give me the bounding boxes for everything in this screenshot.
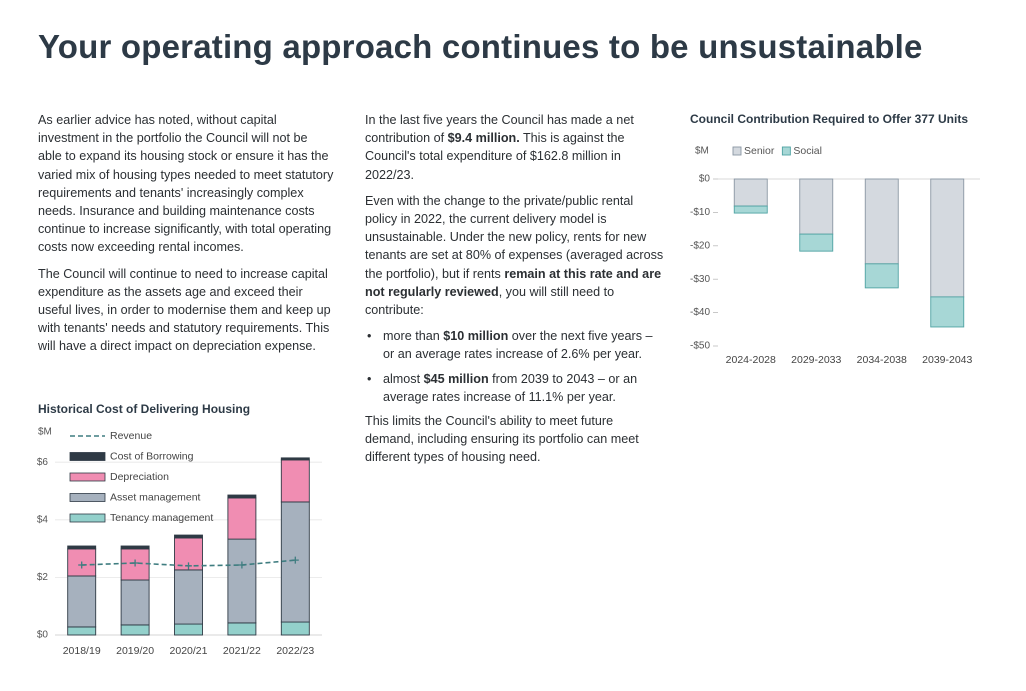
bar-segment [930, 178, 965, 298]
legend-swatch [69, 513, 106, 523]
text: more than [383, 329, 444, 344]
x-tick-label: 2020/21 [170, 645, 208, 657]
line-marker [238, 561, 246, 569]
line-marker [291, 556, 299, 564]
bar-segment [174, 534, 203, 539]
paragraph: The Council will continue to need to inc… [38, 266, 331, 354]
legend-swatch [69, 493, 106, 502]
line-marker [78, 561, 86, 569]
legend-label: Asset management [110, 491, 201, 503]
bar-segment [733, 205, 768, 214]
legend-label: Depreciation [110, 471, 169, 483]
bar-segment [67, 545, 97, 550]
y-tick-label: -$30 [690, 274, 710, 285]
y-tick-label: $0 [699, 174, 711, 185]
line-marker [131, 559, 139, 567]
bar-segment [67, 626, 97, 636]
bar-segment [227, 538, 257, 624]
bold-text: remain at this rate and are not regularl… [365, 266, 662, 299]
text: , you will still need to contribute: [365, 284, 615, 318]
historical-cost-chart: Historical Cost of Delivering Housing $M $… [37, 402, 322, 657]
y-tick-label: $0 [37, 630, 49, 641]
bar-segment [280, 457, 310, 461]
legend-label: Revenue [110, 430, 152, 442]
line-marker [185, 562, 192, 570]
bar-segment [120, 624, 150, 636]
y-axis-unit: $M [695, 146, 709, 157]
text: Even with the change to the private/publ… [365, 193, 664, 281]
x-tick-label: 2018/19 [63, 645, 101, 657]
page-title: Your operating approach continues to be … [38, 28, 923, 65]
bar-segment [864, 263, 899, 289]
chart-title: Council Contribution Required to Offer 3… [690, 112, 968, 126]
x-tick-label: 2019/20 [116, 645, 154, 657]
paragraph: As earlier advice has noted, without cap… [38, 113, 334, 255]
text: This limits the Council's ability to mee… [365, 414, 639, 465]
x-tick-label: 2029-2033 [791, 354, 841, 366]
bold-text: $10 million [443, 329, 509, 344]
text: almost [383, 371, 424, 386]
text: from 2039 to 2043 – or an average rates … [383, 371, 638, 404]
bold-text: $9.4 million. [447, 131, 520, 146]
y-tick-label: -$20 [690, 240, 710, 251]
bar-segment [67, 575, 97, 628]
text: over the next five years – or an average… [383, 329, 653, 362]
legend-label: Tenancy management [110, 512, 213, 524]
paragraph: Even with the change to the private/publ… [365, 192, 665, 319]
y-tick-label: $2 [37, 572, 49, 583]
x-tick-label: 2022/23 [276, 645, 314, 657]
bold-text: $45 million [423, 371, 489, 386]
bullet-item: almost $45 million from 2039 to 2043 – o… [365, 370, 665, 406]
council-contribution-chart: Council Contribution Required to Offer 3… [690, 112, 980, 366]
legend-label: Social [793, 145, 822, 157]
y-tick-label: -$50 [690, 341, 710, 352]
bar-segment [174, 623, 203, 636]
legend-label: Cost of Borrowing [110, 450, 194, 462]
y-tick-label: -$40 [690, 307, 710, 318]
y-axis-unit: $M [38, 427, 52, 438]
middle-column: In the last five years the Council has m… [365, 111, 665, 475]
legend-label: Senior [744, 145, 775, 157]
paragraph: In the last five years the Council has m… [365, 111, 665, 184]
y-tick-label: $6 [37, 457, 49, 468]
bar-segment [227, 497, 257, 540]
bullet-item: more than $10 million over the next five… [365, 327, 665, 363]
y-tick-label: -$10 [690, 207, 710, 218]
legend-swatch [69, 472, 106, 482]
bar-segment [120, 545, 150, 550]
legend-swatch [732, 146, 742, 156]
bar-segment [227, 494, 257, 499]
bar-segment [120, 579, 150, 626]
bar-segment [280, 459, 310, 503]
y-tick-label: $4 [37, 514, 49, 525]
bar-segment [733, 178, 768, 207]
bar-segment [227, 622, 257, 636]
text: This is against the Council's total expe… [365, 131, 625, 182]
bar-segment [280, 621, 310, 636]
x-tick-label: 2034-2038 [857, 354, 907, 366]
x-tick-label: 2021/22 [223, 645, 261, 657]
chart-title: Historical Cost of Delivering Housing [38, 402, 250, 416]
paragraph: This limits the Council's ability to mee… [365, 412, 665, 467]
bar-segment [930, 296, 965, 328]
left-column: As earlier advice has noted, without cap… [38, 111, 334, 364]
legend-swatch [69, 452, 106, 461]
x-tick-label: 2039-2043 [922, 354, 972, 366]
text: In the last five years the Council has m… [365, 113, 634, 146]
x-tick-label: 2024-2028 [726, 354, 776, 366]
bar-segment [864, 178, 899, 265]
bar-segment [799, 233, 834, 252]
bar-segment [174, 569, 203, 625]
bar-segment [799, 178, 834, 235]
legend-swatch [781, 146, 791, 156]
